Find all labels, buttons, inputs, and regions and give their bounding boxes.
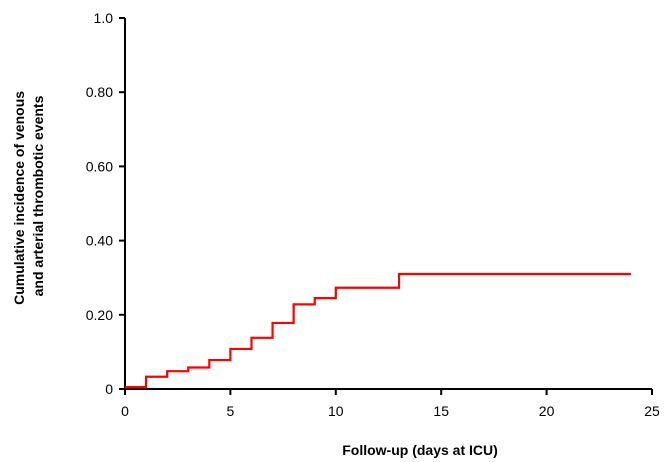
y-axis-ticks: 0 0.20 0.40 0.60 0.80 1.0 (86, 10, 125, 397)
y-tick-label: 0 (105, 381, 113, 397)
x-tick-label: 25 (644, 403, 660, 419)
y-tick-label: 1.0 (94, 10, 114, 26)
y-tick-label: 0.40 (86, 233, 113, 249)
x-tick-label: 15 (433, 403, 449, 419)
x-tick-label: 0 (121, 403, 129, 419)
y-tick-label: 0.60 (86, 158, 113, 174)
x-axis-title: Follow-up (days at ICU) (342, 442, 498, 458)
x-tick-label: 5 (227, 403, 235, 419)
x-tick-label: 20 (539, 403, 555, 419)
series-line (125, 272, 631, 389)
y-tick-label: 0.80 (86, 84, 113, 100)
y-axis-title-line-2: and arterial thrombotic events (30, 95, 46, 296)
y-axis-title-line-1: Cumulative incidence of venous (11, 91, 27, 305)
x-tick-label: 10 (328, 403, 344, 419)
series-layer (125, 272, 631, 389)
x-axis-ticks: 0 5 10 15 20 25 (121, 389, 660, 419)
y-axis-title: Cumulative incidence of venous and arter… (11, 87, 46, 305)
y-tick-label: 0.20 (86, 307, 113, 323)
